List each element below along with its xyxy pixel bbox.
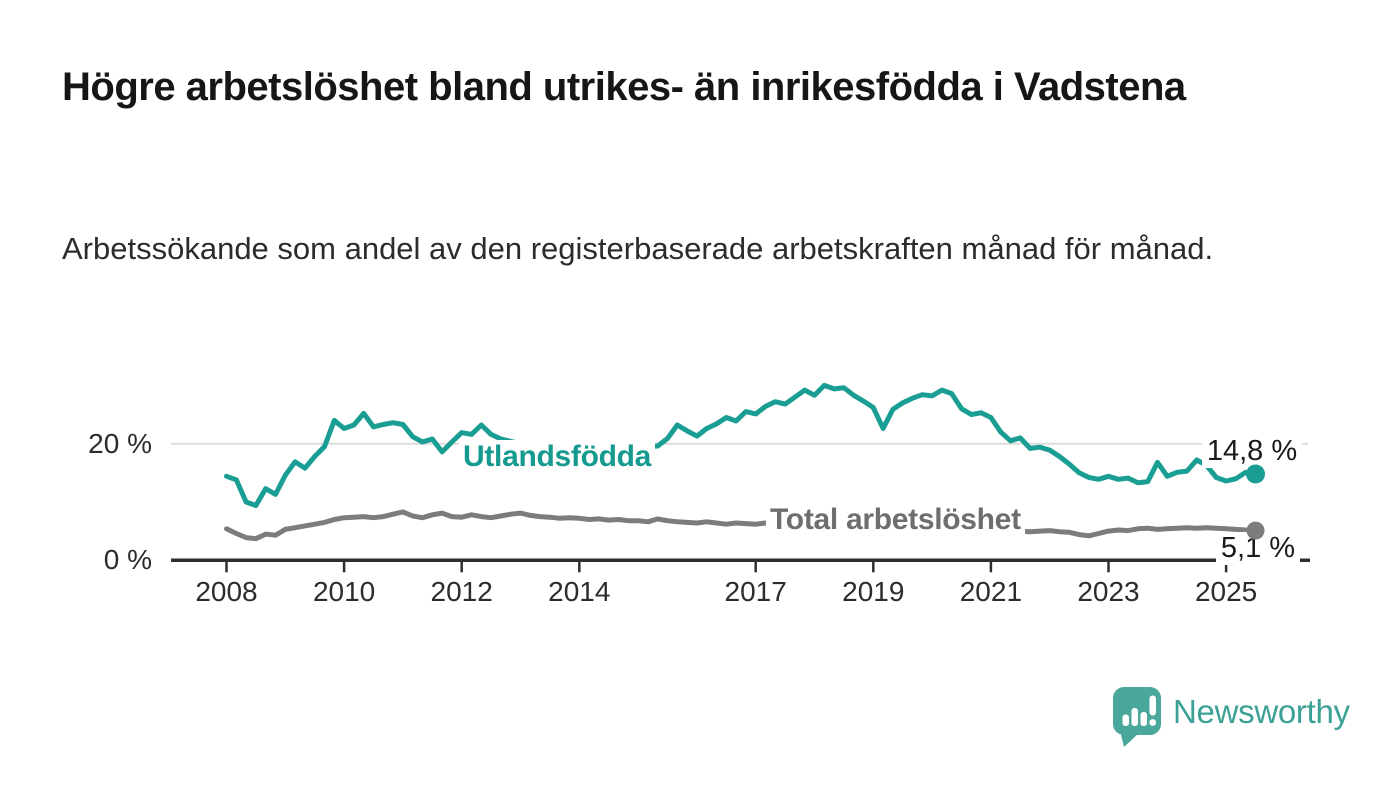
x-axis-label-2021: 2021 [959,576,1023,607]
newsworthy-logo-icon [1113,687,1161,747]
series-line-utlandsfodda [224,382,1258,508]
newsworthy-logo: Newsworthy [1113,687,1350,749]
page-title: Högre arbetslöshet bland utrikes- än inr… [62,65,1186,109]
x-axis-label-2017: 2017 [724,576,787,607]
chart-subtitle: Arbetssökande som andel av den registerb… [62,231,1214,266]
x-axis-label-2008: 2008 [195,576,258,607]
series-line-total [224,509,1258,542]
series-label-utlandsfodda: Utlandsfödda [459,440,656,474]
x-axis-label-2010: 2010 [312,576,376,607]
x-axis-label-2012: 2012 [430,576,493,607]
series-label-total-arbetsloshet: Total arbetslöshet [766,503,1025,537]
endpoint-dot-total [1246,521,1265,540]
x-axis-label-2019: 2019 [842,576,905,607]
x-axis-label-2023: 2023 [1077,576,1140,607]
endpoint-dot-utlandsfodda [1246,464,1265,484]
value-label-utlandsfodda: 14,8 % [1202,435,1302,468]
x-axis-label-2014: 2014 [548,576,611,607]
newsworthy-logo-text: Newsworthy [1173,693,1350,730]
y-axis-label-0: 0 % [103,544,152,576]
y-axis-label-20: 20 % [88,427,152,459]
x-axis-label-2025: 2025 [1194,576,1258,607]
